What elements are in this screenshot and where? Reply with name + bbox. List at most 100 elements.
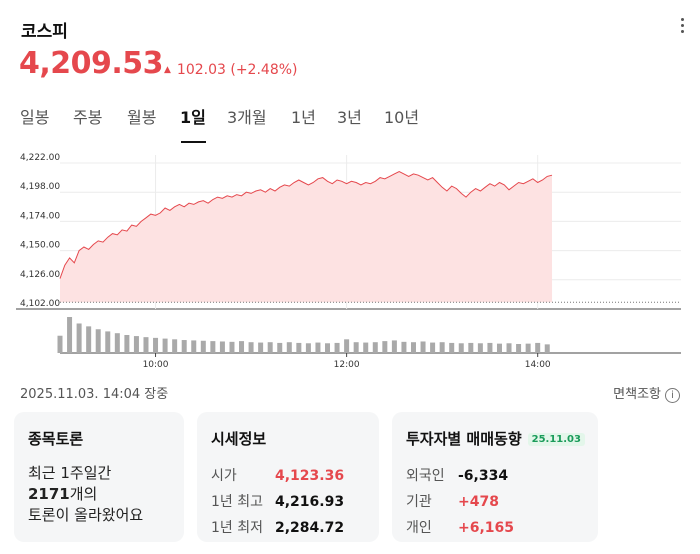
investor-row-individual: 개인 +6,165 — [406, 515, 584, 541]
volume-bar — [200, 340, 206, 353]
info-icon[interactable]: i — [665, 388, 680, 403]
disclaimer-link[interactable]: 면책조항 i — [613, 383, 680, 403]
discussion-count: 2171 — [28, 485, 70, 503]
volume-bar — [95, 329, 101, 353]
tab-10-years[interactable]: 10년 — [384, 108, 420, 127]
date-badge: 25.11.03 — [527, 433, 585, 446]
volume-bar — [420, 341, 426, 353]
y-tick-label: 4,174.00 — [20, 211, 60, 221]
volume-bar — [325, 343, 331, 353]
volume-bar — [353, 342, 359, 353]
discussion-line-3: 토론이 올라왔어요 — [28, 506, 144, 524]
intraday-chart[interactable]: 4,222.00 4,198.00 4,174.00 4,150.00 4,126.00… — [0, 150, 700, 375]
investor-trend-label: 투자자별 매매동향 — [406, 430, 522, 448]
volume-bar — [67, 317, 73, 353]
investor-row-institution: 기관 +478 — [406, 489, 584, 515]
timestamp: 2025.11.03. 14:04 장중 — [20, 387, 169, 402]
more-vertical-icon[interactable] — [680, 18, 686, 36]
market-row-year-low: 1년 최저 2,284.72 — [211, 515, 365, 541]
volume-bar — [267, 342, 273, 353]
volume-bar — [124, 335, 130, 353]
market-row-year-high: 1년 최고 4,216.93 — [211, 489, 365, 515]
investor-row-label: 기관 — [406, 494, 432, 510]
volume-bar — [133, 336, 139, 353]
volume-bar — [372, 342, 378, 353]
volume-bar — [86, 326, 92, 353]
volume-bar — [229, 341, 235, 353]
discussion-title: 종목토론 — [28, 430, 84, 448]
volume-bar — [535, 342, 541, 353]
y-tick-label: 4,150.00 — [20, 241, 60, 251]
price-change-value: 102.03 (+2.48%) — [176, 62, 298, 78]
volume-bar — [496, 343, 502, 353]
volume-bar — [487, 342, 493, 353]
volume-bar — [516, 344, 522, 353]
volume-bar — [248, 342, 254, 353]
volume-bar — [181, 340, 187, 353]
volume-bar — [191, 340, 197, 353]
price-change: ▲ 102.03 (+2.48%) — [164, 62, 298, 78]
investor-trend-title: 투자자별 매매동향 25.11.03 — [406, 428, 585, 449]
market-row-value: 2,284.72 — [275, 520, 345, 536]
price-area-fill — [60, 171, 553, 303]
tab-1-day[interactable]: 1일 — [180, 108, 206, 127]
disclaimer-label: 면책조항 — [613, 387, 661, 402]
market-info-card[interactable]: 시세정보 시가 4,123.36 1년 최고 4,216.93 1년 최저 2,284… — [197, 412, 379, 542]
discussion-body: 최근 1주일간 2171개의 토론이 올라왔어요 — [28, 463, 170, 526]
volume-bar — [239, 341, 245, 353]
discussion-card[interactable]: 종목토론 최근 1주일간 2171개의 토론이 올라왔어요 — [14, 412, 184, 542]
market-info-title: 시세정보 — [211, 430, 267, 448]
investor-trend-card[interactable]: 투자자별 매매동향 25.11.03 외국인 -6,334 기관 +478 개인 +6,… — [392, 412, 598, 542]
volume-bar — [458, 343, 464, 353]
volume-bar — [315, 342, 321, 353]
volume-bar — [506, 343, 512, 353]
x-axis-labels: 10:00 12:00 14:00 — [143, 353, 551, 370]
investor-row-foreign: 외국인 -6,334 — [406, 463, 584, 489]
volume-bar — [430, 342, 436, 353]
volume-bar — [410, 342, 416, 353]
market-row-open: 시가 4,123.36 — [211, 463, 365, 489]
volume-bar — [439, 342, 445, 353]
volume-bar — [219, 341, 225, 353]
volume-bar — [305, 343, 311, 353]
tab-3-years[interactable]: 3년 — [337, 108, 362, 127]
volume-bar — [172, 339, 178, 353]
tab-weekly-candle[interactable]: 주봉 — [73, 108, 103, 127]
tab-1-year[interactable]: 1년 — [291, 108, 316, 127]
volume-bar — [210, 341, 216, 353]
market-row-label: 1년 최저 — [211, 520, 263, 536]
volume-bar — [391, 340, 397, 353]
y-tick-label: 4,222.00 — [20, 153, 60, 163]
volume-bar — [277, 342, 283, 353]
volume-bar — [382, 341, 388, 353]
x-tick-label: 14:00 — [525, 360, 551, 370]
volume-bar — [468, 342, 474, 353]
market-row-value: 4,123.36 — [275, 468, 345, 484]
market-row-label: 1년 최고 — [211, 494, 263, 510]
volume-bar — [344, 339, 350, 353]
volume-bar — [76, 323, 82, 353]
volume-bar — [105, 331, 111, 353]
tab-monthly-candle[interactable]: 월봉 — [127, 108, 157, 127]
y-tick-label: 4,126.00 — [20, 270, 60, 280]
volume-bar — [296, 342, 302, 353]
investor-row-value: +6,165 — [458, 520, 515, 536]
volume-bar — [544, 344, 550, 353]
volume-bar — [143, 337, 149, 353]
x-tick-label: 12:00 — [334, 360, 360, 370]
volume-bar — [334, 342, 340, 353]
x-tick-label: 10:00 — [143, 360, 169, 370]
price-area — [59, 170, 681, 303]
discussion-line-1: 최근 1주일간 — [28, 464, 112, 482]
volume-bar — [525, 343, 531, 353]
discussion-count-suffix: 개의 — [69, 485, 98, 503]
tab-3-months[interactable]: 3개월 — [227, 108, 267, 127]
investor-row-label: 개인 — [406, 520, 432, 536]
volume-bar — [449, 342, 455, 353]
volume-bar — [258, 342, 264, 353]
index-title: 코스피 — [21, 22, 68, 42]
volume-bar — [401, 341, 407, 353]
y-tick-label: 4,198.00 — [20, 182, 60, 192]
volume-bar — [286, 342, 292, 353]
tab-daily-candle[interactable]: 일봉 — [20, 108, 50, 127]
